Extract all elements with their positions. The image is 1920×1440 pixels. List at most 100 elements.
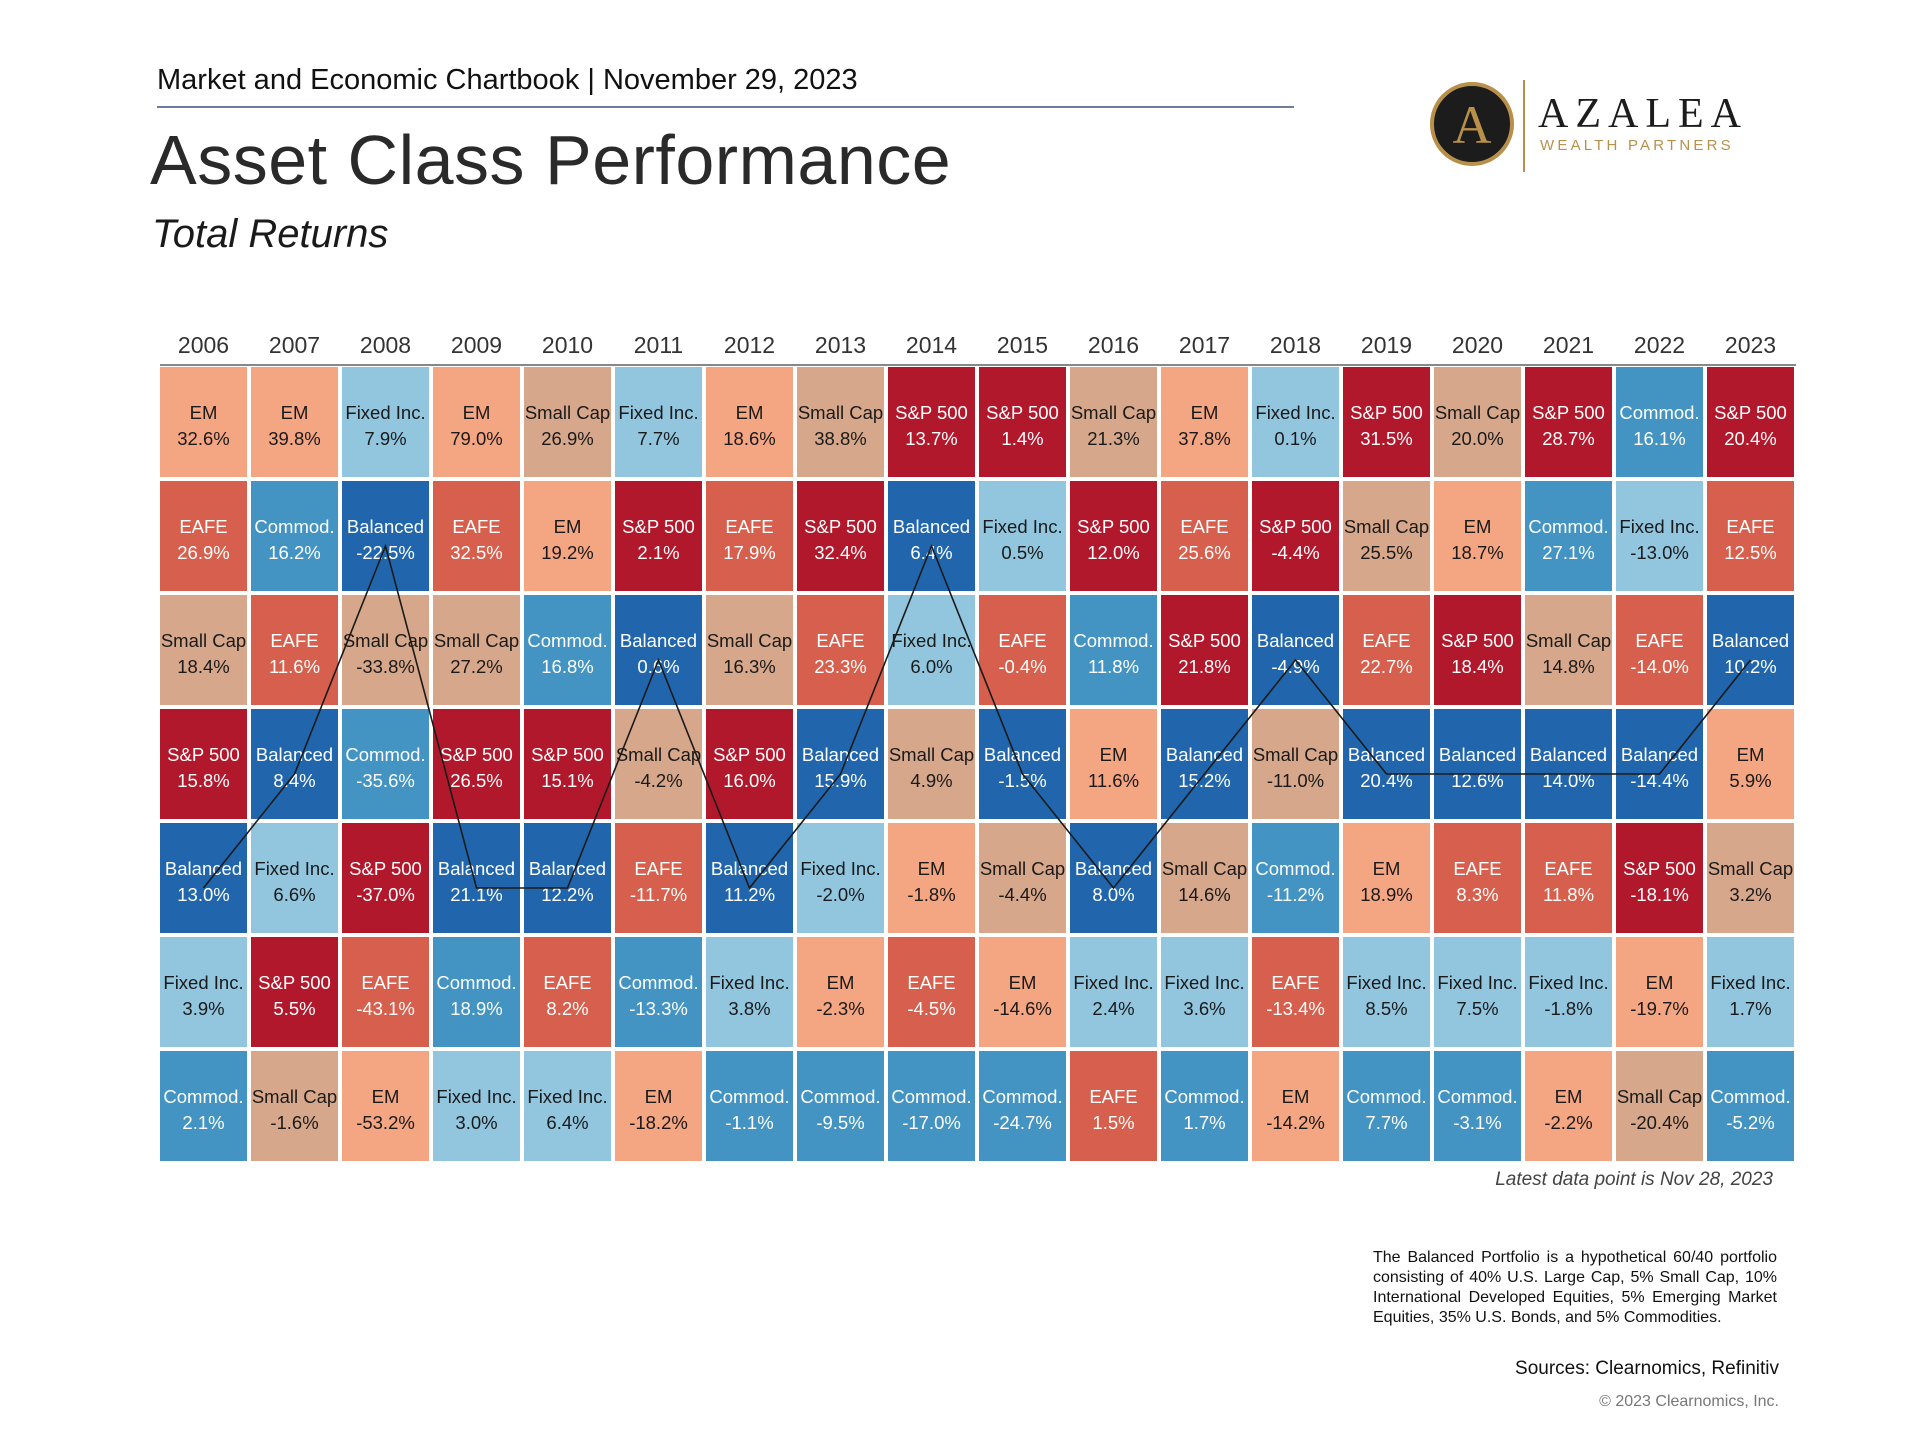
asset-cell-rect <box>433 709 520 819</box>
asset-name: Balanced <box>1348 744 1425 765</box>
asset-cell-rect <box>1161 367 1248 477</box>
asset-cell-rect <box>979 823 1066 933</box>
asset-return: 14.6% <box>1178 884 1230 905</box>
asset-return: 27.2% <box>450 656 502 677</box>
asset-name: EAFE <box>1271 972 1319 993</box>
asset-return: 6.4% <box>546 1112 588 1133</box>
asset-cell-rect <box>1707 595 1794 705</box>
asset-cell: Fixed Inc. 3.6% <box>1161 937 1248 1047</box>
asset-cell-rect <box>1252 937 1339 1047</box>
asset-return: 21.3% <box>1087 428 1139 449</box>
asset-cell-rect <box>615 367 702 477</box>
asset-cell-rect <box>797 481 884 591</box>
asset-name: Fixed Inc. <box>1255 402 1335 423</box>
asset-return: 8.4% <box>273 770 315 791</box>
asset-return: 13.0% <box>177 884 229 905</box>
asset-name: Fixed Inc. <box>982 516 1062 537</box>
asset-cell: Commod. 27.1% <box>1525 481 1612 591</box>
asset-cell-rect <box>1707 481 1794 591</box>
asset-return: 4.9% <box>910 770 952 791</box>
asset-cell: S&P 500 18.4% <box>1434 595 1521 705</box>
asset-cell-rect <box>1707 1051 1794 1161</box>
asset-cell-rect <box>1616 709 1703 819</box>
asset-name: S&P 500 <box>1623 858 1696 879</box>
asset-name: Small Cap <box>434 630 519 651</box>
asset-name: Fixed Inc. <box>436 1086 516 1107</box>
asset-cell: EM -2.2% <box>1525 1051 1612 1161</box>
asset-cell: Balanced 13.0% <box>160 823 247 933</box>
asset-cell-rect <box>1070 1051 1157 1161</box>
asset-name: Small Cap <box>1071 402 1156 423</box>
asset-cell: S&P 500 26.5% <box>433 709 520 819</box>
asset-cell-rect <box>888 1051 975 1161</box>
asset-cell-rect <box>160 937 247 1047</box>
asset-name: EAFE <box>270 630 318 651</box>
asset-return: 16.1% <box>1633 428 1685 449</box>
asset-name: EAFE <box>1089 1086 1137 1107</box>
asset-cell-rect <box>1616 937 1703 1047</box>
asset-cell: Balanced 14.0% <box>1525 709 1612 819</box>
asset-cell-rect <box>1616 1051 1703 1161</box>
asset-cell-rect <box>1434 1051 1521 1161</box>
asset-cell: EAFE 11.8% <box>1525 823 1612 933</box>
asset-return: 12.2% <box>541 884 593 905</box>
asset-return: -5.2% <box>1726 1112 1774 1133</box>
asset-cell: EM -1.8% <box>888 823 975 933</box>
asset-name: Fixed Inc. <box>1437 972 1517 993</box>
asset-name: Fixed Inc. <box>1073 972 1153 993</box>
asset-cell: Small Cap 25.5% <box>1343 481 1430 591</box>
asset-cell-rect <box>797 937 884 1047</box>
asset-return: 12.0% <box>1087 542 1139 563</box>
asset-return: -4.2% <box>634 770 682 791</box>
asset-cell: EM 18.7% <box>1434 481 1521 591</box>
asset-name: Small Cap <box>161 630 246 651</box>
asset-cell: EAFE -14.0% <box>1616 595 1703 705</box>
asset-cell-rect <box>160 367 247 477</box>
asset-return: 18.6% <box>723 428 775 449</box>
asset-name: Small Cap <box>252 1086 337 1107</box>
asset-name: Fixed Inc. <box>1528 972 1608 993</box>
sources: Sources: Clearnomics, Refinitiv <box>1515 1358 1779 1379</box>
asset-name: S&P 500 <box>1714 402 1787 423</box>
asset-name: Commod. <box>1346 1086 1426 1107</box>
asset-name: EAFE <box>725 516 773 537</box>
asset-cell-rect <box>1343 367 1430 477</box>
asset-return: -19.7% <box>1630 998 1689 1019</box>
asset-cell: Commod. 18.9% <box>433 937 520 1047</box>
asset-cell: EAFE 1.5% <box>1070 1051 1157 1161</box>
asset-cell: EAFE -11.7% <box>615 823 702 933</box>
asset-cell-rect <box>251 937 338 1047</box>
asset-name: Balanced <box>1257 630 1334 651</box>
asset-name: Balanced <box>165 858 242 879</box>
asset-return: -14.4% <box>1630 770 1689 791</box>
asset-return: 32.6% <box>177 428 229 449</box>
asset-name: EM <box>1737 744 1765 765</box>
year-label: 2017 <box>1179 332 1230 358</box>
azalea-logo: A AZALEA WEALTH PARTNERS <box>1428 76 1758 176</box>
asset-name: Balanced <box>711 858 788 879</box>
asset-cell: Small Cap 18.4% <box>160 595 247 705</box>
asset-cell-rect <box>1707 937 1794 1047</box>
asset-cell: EM 79.0% <box>433 367 520 477</box>
asset-name: Commod. <box>982 1086 1062 1107</box>
asset-return: -11.0% <box>1267 770 1324 791</box>
asset-cell: EAFE 12.5% <box>1707 481 1794 591</box>
asset-cell: Commod. 11.8% <box>1070 595 1157 705</box>
asset-return: -3.1% <box>1453 1112 1501 1133</box>
asset-name: Small Cap <box>1253 744 1338 765</box>
year-label: 2009 <box>451 332 502 358</box>
asset-cell: Balanced 8.0% <box>1070 823 1157 933</box>
asset-return: -53.2% <box>356 1112 415 1133</box>
asset-return: -14.0% <box>1630 656 1689 677</box>
asset-return: -37.0% <box>356 884 415 905</box>
asset-name: EAFE <box>179 516 227 537</box>
asset-name: EAFE <box>816 630 864 651</box>
year-label: 2016 <box>1088 332 1139 358</box>
asset-return: 16.2% <box>268 542 320 563</box>
asset-return: 5.9% <box>1729 770 1771 791</box>
asset-cell: Fixed Inc. 6.0% <box>888 595 975 705</box>
asset-return: 18.9% <box>450 998 502 1019</box>
asset-return: -17.0% <box>902 1112 961 1133</box>
asset-return: -4.9% <box>1271 656 1319 677</box>
asset-cell: S&P 500 28.7% <box>1525 367 1612 477</box>
